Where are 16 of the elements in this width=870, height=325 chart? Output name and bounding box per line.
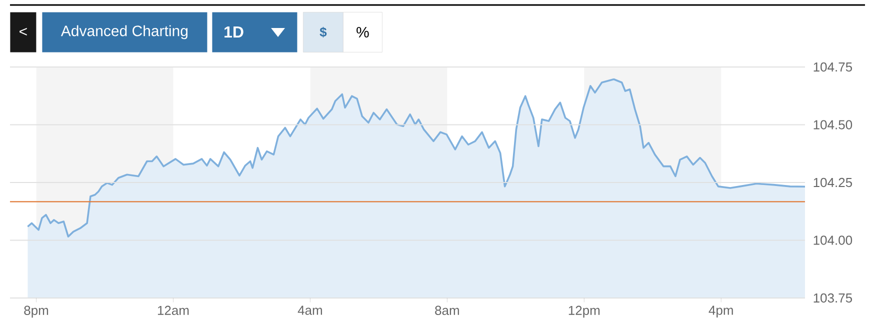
y-tick-label: 104.00 (814, 236, 852, 245)
text: % (356, 26, 369, 38)
x-tick-label: 12am (158, 306, 189, 316)
text: 1D (224, 26, 244, 38)
text: < (20, 28, 27, 36)
y-tick-label: 104.25 (814, 178, 852, 188)
x-tick-label: 12pm (568, 306, 600, 318)
x-tick-label: 8pm (24, 306, 48, 318)
y-tick-label: 103.75 (814, 293, 852, 303)
text: $ (320, 26, 327, 38)
x-tick-label: 4am (298, 306, 322, 315)
x-tick-label: 4pm (708, 306, 733, 318)
text: Advanced Charting (60, 25, 188, 40)
y-tick-label: 104.75 (814, 62, 852, 72)
x-tick-label: 8am (435, 306, 459, 316)
y-tick-label: 104.50 (814, 120, 852, 130)
